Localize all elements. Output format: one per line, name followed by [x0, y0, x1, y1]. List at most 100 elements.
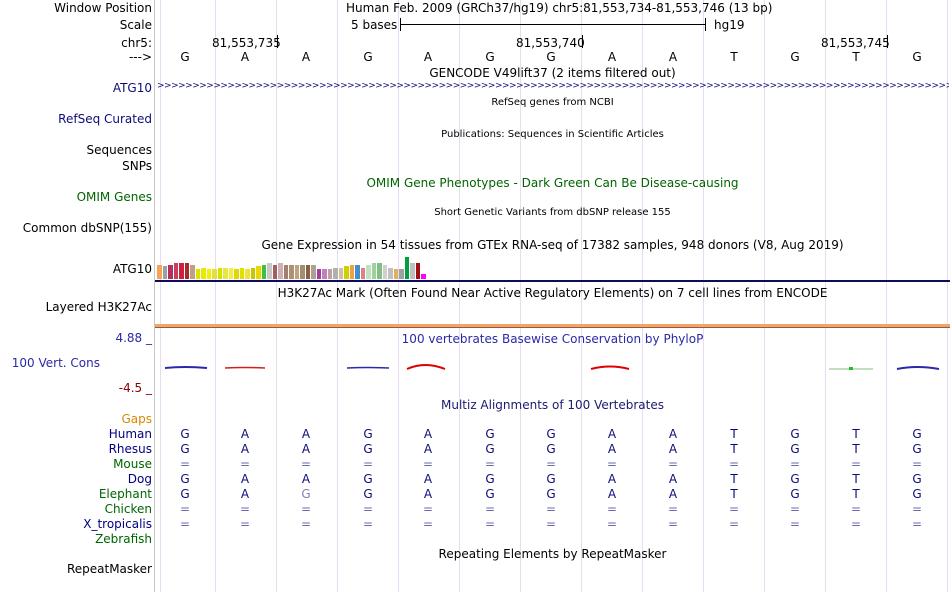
gtex-tissue-bar[interactable]: [415, 263, 420, 279]
gtex-tissue-bar[interactable]: [157, 265, 162, 279]
sequences-label[interactable]: Sequences: [86, 143, 152, 157]
alignment-base: =: [667, 502, 679, 516]
gtex-tissue-bar[interactable]: [283, 265, 288, 279]
alignment-base: =: [179, 502, 191, 516]
omim-track-title[interactable]: OMIM Gene Phenotypes - Dark Green Can Be…: [366, 176, 739, 190]
h3k27ac-label[interactable]: Layered H3K27Ac: [45, 300, 152, 314]
gtex-tissue-bar[interactable]: [223, 268, 228, 279]
grid-line: [703, 0, 704, 592]
multiz-track-title[interactable]: Multiz Alignments of 100 Vertebrates: [440, 398, 665, 412]
gtex-tissue-bar[interactable]: [300, 265, 305, 279]
dbsnp-label[interactable]: Common dbSNP(155): [22, 221, 152, 235]
dbsnp-track-title[interactable]: Short Genetic Variants from dbSNP releas…: [434, 207, 671, 218]
alignment-base: A: [423, 427, 433, 441]
gtex-tissue-bar[interactable]: [388, 268, 393, 279]
alignment-base: A: [240, 442, 250, 456]
species-label-rhesus[interactable]: Rhesus: [108, 442, 152, 456]
gtex-tissue-bar[interactable]: [371, 263, 376, 279]
gtex-gene-bar[interactable]: [155, 280, 950, 282]
repeatmasker-label[interactable]: RepeatMasker: [66, 562, 152, 576]
gtex-tissue-bar[interactable]: [245, 269, 250, 279]
gtex-tissue-bar[interactable]: [228, 268, 233, 279]
gtex-tissue-bar[interactable]: [355, 265, 360, 279]
gtex-tissue-bar[interactable]: [256, 266, 261, 279]
gencode-gene-feature[interactable]: >>>>>>>>>>>>>>>>>>>>>>>>>>>>>>>>>>>>>>>>…: [157, 81, 949, 91]
grid-line: [160, 0, 161, 592]
gtex-tissue-bar[interactable]: [366, 265, 371, 279]
gtex-tissue-bar[interactable]: [294, 265, 299, 279]
gtex-tissue-bar[interactable]: [217, 268, 222, 279]
gtex-track-title[interactable]: Gene Expression in 54 tissues from GTEx …: [261, 238, 844, 252]
species-label-human[interactable]: Human: [108, 427, 152, 441]
alignment-base: A: [423, 472, 433, 486]
gtex-tissue-bar[interactable]: [190, 265, 195, 279]
gtex-tissue-bar[interactable]: [305, 265, 310, 279]
refseq-label[interactable]: RefSeq Curated: [58, 112, 152, 126]
alignment-base: T: [852, 487, 860, 501]
gtex-tissue-bar[interactable]: [201, 268, 206, 279]
alignment-base: T: [730, 472, 738, 486]
alignment-base: =: [239, 502, 251, 516]
gtex-tissue-bar[interactable]: [410, 263, 415, 279]
gtex-tissue-bar[interactable]: [261, 265, 266, 279]
gtex-tissue-bar[interactable]: [327, 269, 332, 279]
gtex-tissue-bar[interactable]: [316, 269, 321, 279]
conservation-label[interactable]: 100 Vert. Cons: [11, 356, 100, 370]
gtex-tissue-bar[interactable]: [168, 265, 173, 279]
gtex-tissue-bar[interactable]: [173, 263, 178, 279]
gtex-tissue-bar[interactable]: [349, 265, 354, 279]
window-position-value[interactable]: Human Feb. 2009 (GRCh37/hg19) chr5:81,55…: [346, 1, 773, 15]
gtex-tissue-bar[interactable]: [322, 269, 327, 279]
species-label-dog[interactable]: Dog: [127, 472, 152, 486]
omim-label[interactable]: OMIM Genes: [76, 190, 152, 204]
conservation-track-title[interactable]: 100 vertebrates Basewise Conservation by…: [401, 332, 704, 346]
scale-label: Scale: [119, 18, 152, 32]
alignment-base: G: [180, 472, 190, 486]
position-1: 81,553,735: [212, 36, 281, 50]
species-label-elephant[interactable]: Elephant: [98, 487, 152, 501]
gencode-gene-label[interactable]: ATG10: [112, 81, 152, 95]
gtex-tissue-bar[interactable]: [278, 263, 283, 279]
grid-line: [520, 0, 521, 592]
gtex-tissue-bar[interactable]: [404, 257, 409, 279]
gtex-tissue-bar[interactable]: [234, 269, 239, 279]
gaps-label[interactable]: Gaps: [121, 412, 152, 426]
alignment-base: T: [730, 427, 738, 441]
alignment-base: G: [485, 487, 495, 501]
gtex-tissue-bar[interactable]: [377, 263, 382, 279]
gtex-tissue-bar[interactable]: [184, 263, 189, 279]
gtex-tissue-bar[interactable]: [393, 269, 398, 279]
species-label-x_tropicalis[interactable]: X_tropicalis: [83, 517, 152, 531]
gtex-gene-label[interactable]: ATG10: [112, 262, 152, 276]
gtex-tissue-bar[interactable]: [289, 265, 294, 279]
gtex-tissue-bar[interactable]: [399, 269, 404, 279]
gtex-tissue-bar[interactable]: [212, 269, 217, 279]
gtex-tissue-bar[interactable]: [267, 263, 272, 279]
species-label-zebrafish[interactable]: Zebrafish: [95, 532, 152, 546]
gtex-tissue-bar[interactable]: [195, 269, 200, 279]
gtex-tissue-bar[interactable]: [382, 265, 387, 279]
gtex-tissue-bar[interactable]: [239, 268, 244, 279]
gtex-tissue-bar[interactable]: [179, 263, 184, 279]
gencode-track-title[interactable]: GENCODE V49lift37 (2 items filtered out): [429, 66, 676, 80]
gtex-tissue-bar[interactable]: [333, 268, 338, 279]
species-label-mouse[interactable]: Mouse: [113, 457, 152, 471]
repeatmasker-track-title[interactable]: Repeating Elements by RepeatMasker: [438, 547, 667, 561]
alignment-base: A: [668, 472, 678, 486]
snps-label[interactable]: SNPs: [122, 159, 152, 173]
gtex-tissue-bar[interactable]: [338, 268, 343, 279]
gtex-tissue-bar[interactable]: [344, 266, 349, 279]
gtex-tissue-bar[interactable]: [311, 265, 316, 279]
h3k27ac-track-title[interactable]: H3K27Ac Mark (Often Found Near Active Re…: [277, 286, 828, 300]
gtex-tissue-bar[interactable]: [206, 269, 211, 279]
gtex-tissue-bar[interactable]: [250, 268, 255, 279]
gtex-tissue-bar[interactable]: [162, 266, 167, 279]
refseq-track-title[interactable]: RefSeq genes from NCBI: [491, 97, 614, 108]
alignment-base: =: [300, 457, 312, 471]
alignment-base: G: [363, 427, 373, 441]
gtex-tissue-bar[interactable]: [272, 265, 277, 279]
species-label-chicken[interactable]: Chicken: [104, 502, 152, 516]
gtex-tissue-bar[interactable]: [360, 268, 365, 279]
gtex-tissue-bar[interactable]: [421, 274, 426, 279]
publications-track-title[interactable]: Publications: Sequences in Scientific Ar…: [441, 129, 664, 140]
